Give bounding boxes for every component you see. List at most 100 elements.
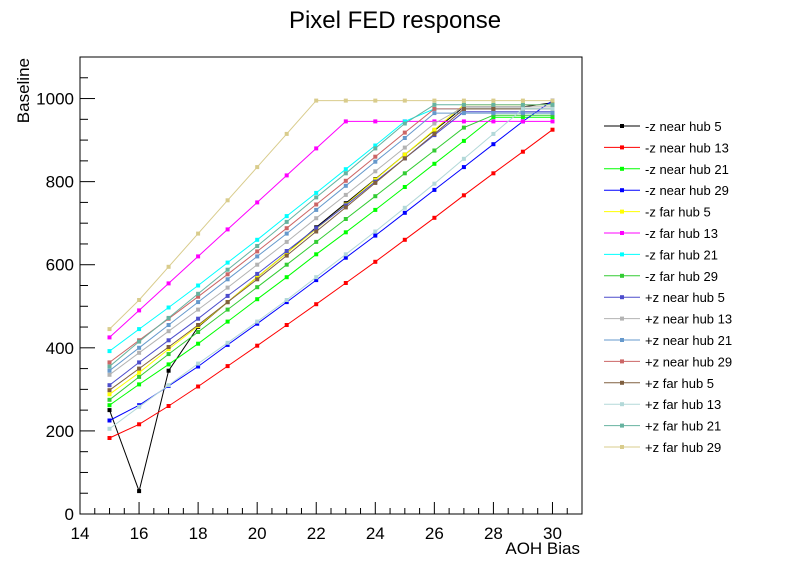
series-point	[255, 200, 260, 205]
series-point	[402, 237, 407, 242]
series-point	[137, 298, 142, 302]
series-point	[343, 217, 348, 221]
y-tick-label: 800	[46, 173, 74, 192]
series-point	[137, 350, 142, 355]
series-line	[109, 120, 553, 338]
series-point	[432, 131, 437, 136]
series-point	[196, 283, 201, 288]
series-point	[255, 319, 260, 324]
series-point	[107, 392, 112, 397]
series-point	[107, 436, 112, 440]
series-point	[520, 113, 525, 118]
series-point	[137, 422, 142, 427]
x-tick-label: 28	[484, 524, 503, 543]
x-tick-label: 16	[130, 524, 149, 543]
legend-swatch-marker	[620, 445, 624, 449]
series-point	[343, 203, 348, 208]
series-point	[225, 293, 230, 298]
series-point	[373, 233, 378, 238]
series-point	[166, 368, 171, 373]
series-line	[109, 116, 553, 406]
series-point	[373, 119, 378, 124]
series-point	[137, 366, 142, 371]
series-point	[491, 98, 496, 103]
legend-label: -z near hub 5	[645, 119, 722, 134]
series-point	[491, 131, 496, 136]
series-14	[107, 102, 555, 369]
series-point	[314, 226, 319, 231]
series-point	[284, 131, 289, 136]
series-point	[550, 119, 555, 124]
series-point	[255, 343, 260, 348]
series-point	[107, 426, 112, 431]
series-point	[373, 98, 378, 103]
series-point	[225, 277, 230, 282]
series-point	[402, 119, 407, 124]
series-point	[402, 171, 407, 176]
legend-label: -z near hub 29	[645, 183, 729, 198]
series-point	[314, 239, 319, 244]
series-point	[196, 307, 201, 312]
series-point	[432, 215, 437, 220]
series-point	[402, 205, 407, 210]
series-point	[284, 253, 289, 258]
legend-item: +z far hub 5	[604, 376, 714, 391]
series-line	[109, 102, 553, 493]
series-point	[373, 207, 378, 212]
series-point	[343, 171, 348, 176]
legend-label: -z far hub 21	[645, 247, 718, 262]
legend-label: +z far hub 13	[645, 397, 721, 412]
legend-swatch-marker	[620, 188, 624, 193]
series-point	[255, 321, 260, 326]
series-point	[166, 264, 171, 269]
legend-swatch-marker	[620, 402, 624, 407]
series-point	[373, 146, 378, 151]
series-point	[284, 249, 289, 253]
series-point	[550, 106, 555, 111]
legend-swatch-marker	[620, 295, 624, 300]
legend-item: +z near hub 21	[604, 333, 732, 348]
series-point	[343, 167, 348, 172]
legend-item: -z far hub 13	[604, 226, 718, 241]
y-tick-label: 400	[46, 339, 74, 358]
series-point	[373, 154, 378, 159]
series-point	[166, 383, 171, 388]
legend-swatch-marker	[620, 316, 624, 321]
series-point	[255, 275, 260, 280]
series-point	[343, 98, 348, 103]
series-point	[225, 227, 230, 232]
series-point	[520, 106, 525, 111]
series-point	[491, 111, 496, 116]
series-point	[432, 106, 437, 111]
series-point	[284, 219, 289, 224]
y-axis-label: Baseline	[14, 58, 33, 123]
series-point	[314, 195, 319, 200]
series-point	[461, 193, 466, 198]
series-point	[255, 297, 260, 302]
series-point	[402, 98, 407, 103]
legend-label: -z far hub 13	[645, 226, 718, 241]
series-point	[107, 364, 112, 369]
series-point	[343, 192, 348, 197]
series-point	[255, 165, 260, 170]
legend-label: -z near hub 13	[645, 140, 729, 155]
x-tick-label: 20	[248, 524, 267, 543]
series-point	[343, 178, 348, 183]
series-point	[284, 214, 289, 219]
series-point	[196, 291, 201, 296]
series-line	[109, 129, 553, 439]
series-point	[107, 368, 112, 373]
series-point	[137, 374, 142, 379]
series-point	[225, 319, 230, 324]
series-point	[461, 111, 466, 116]
series-point	[373, 180, 378, 185]
series-point	[284, 298, 289, 302]
legend-item: -z far hub 21	[604, 247, 718, 262]
x-tick-label: 30	[543, 524, 562, 543]
series-point	[402, 121, 407, 126]
legend-swatch-marker	[620, 252, 624, 257]
series-point	[225, 267, 230, 272]
legend-item: +z near hub 29	[604, 354, 732, 369]
series-point	[284, 275, 289, 280]
series-point	[314, 275, 319, 280]
